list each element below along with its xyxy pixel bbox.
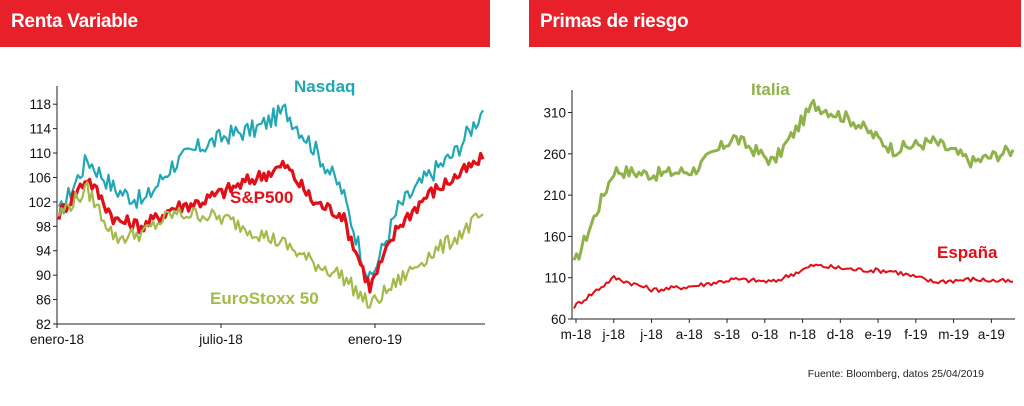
renta-variable-panel: Renta Variable 82 86 90 94 98 102 106 110 114 118… xyxy=(0,0,490,406)
y-tick-label: 86 xyxy=(36,293,51,308)
y-tick-label: 260 xyxy=(543,147,566,162)
primas-riesgo-chart: 60 110 160 210 260 310 m-18 j-18 j-18 a-18 s-18 o-1… xyxy=(543,80,1015,342)
renta-variable-header: Renta Variable xyxy=(0,0,490,47)
x-tick-label: m-18 xyxy=(561,327,592,342)
x-tick-label: e-19 xyxy=(865,327,892,342)
source-note: Fuente: Bloomberg, datos 25/04/2019 xyxy=(807,368,984,380)
y-tick-label: 102 xyxy=(28,195,51,210)
y-tick-label: 98 xyxy=(36,219,51,234)
x-tick-label: a-19 xyxy=(978,327,1005,342)
y-tick-label: 210 xyxy=(543,188,566,203)
x-tick-label: j-18 xyxy=(602,327,626,342)
series-label: EuroStoxx 50 xyxy=(210,289,319,308)
series-line-nasdaq xyxy=(58,103,484,280)
x-tick-label: enero-19 xyxy=(348,332,402,347)
x-tick-label: julio-18 xyxy=(198,332,243,347)
y-tick-label: 118 xyxy=(29,97,51,112)
y-tick-label: 90 xyxy=(36,268,51,283)
series-line-s-p500 xyxy=(57,151,485,294)
series-label: Nasdaq xyxy=(294,77,355,96)
series-label: S&P500 xyxy=(230,188,293,207)
renta-variable-chart: 82 86 90 94 98 102 106 110 114 118 enero-18 julio-1… xyxy=(28,77,485,347)
chart-title: Primas de riesgo xyxy=(540,11,689,32)
y-tick-label: 82 xyxy=(36,317,51,332)
primas-riesgo-header: Primas de riesgo xyxy=(529,0,1021,47)
x-tick-label: a-18 xyxy=(676,327,703,342)
x-tick-label: m-19 xyxy=(938,327,969,342)
series-line-espa-a xyxy=(573,263,1014,309)
primas-riesgo-panel: Primas de riesgo 60 110 160 210 260 310 m-18 j-… xyxy=(529,0,1024,406)
y-tick-label: 114 xyxy=(29,122,51,137)
series-label: Italia xyxy=(751,80,790,99)
x-tick-label: j-18 xyxy=(639,327,663,342)
x-tick-label: n-18 xyxy=(789,327,816,342)
chart-title: Renta Variable xyxy=(11,11,138,32)
series-label: España xyxy=(937,243,998,262)
y-tick-label: 106 xyxy=(28,170,51,185)
y-tick-label: 160 xyxy=(543,229,566,244)
series-line-italia xyxy=(572,98,1015,261)
x-tick-label: s-18 xyxy=(714,327,740,342)
y-tick-label: 94 xyxy=(36,244,52,259)
x-tick-label: enero-18 xyxy=(30,332,84,347)
y-tick-label: 110 xyxy=(29,146,51,161)
y-tick-label: 110 xyxy=(544,271,566,286)
x-tick-label: o-18 xyxy=(751,327,778,342)
x-tick-label: d-18 xyxy=(827,327,854,342)
y-tick-label: 310 xyxy=(543,106,566,121)
series-line-eurostoxx-50 xyxy=(57,181,484,309)
x-tick-label: f-19 xyxy=(904,327,927,342)
y-tick-label: 60 xyxy=(551,312,566,327)
